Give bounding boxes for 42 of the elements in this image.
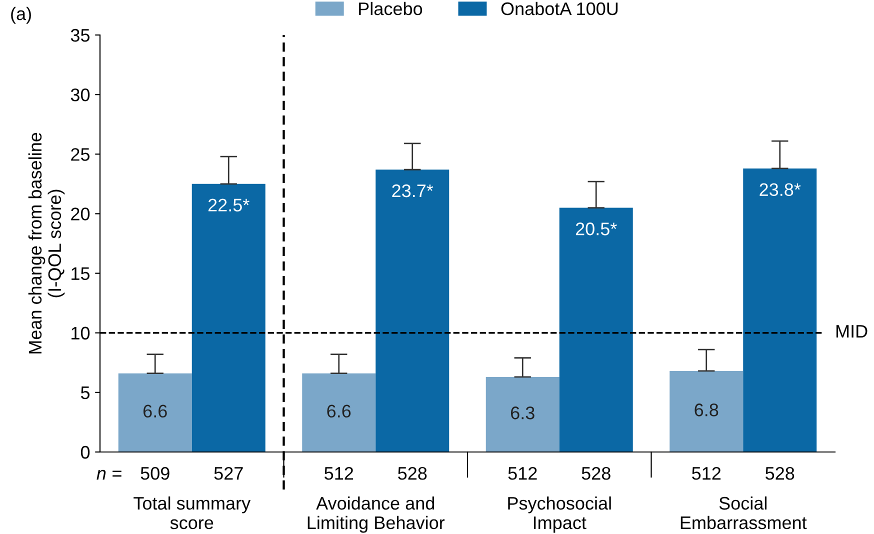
data-label: 23.8* (760, 183, 801, 196)
legend-label: Placebo (359, 2, 422, 16)
y-tick-label: 0 (80, 446, 90, 459)
data-label: 23.7* (392, 184, 434, 198)
bar (486, 376, 560, 452)
text: 528 (582, 466, 610, 480)
y-tick-label: 15 (72, 267, 90, 280)
bar (118, 373, 192, 452)
text: (a) (11, 6, 31, 24)
ref-line-label: MID (836, 325, 868, 338)
bar (192, 184, 266, 452)
y-tick-label: 30 (70, 88, 90, 102)
data-label: 6.3 (510, 406, 534, 420)
x-tick-label: Avoidance and Limiting Behavior (308, 496, 445, 533)
y-tick-label: 25 (71, 148, 90, 161)
text: 509 (140, 466, 170, 480)
bar (743, 168, 817, 452)
text: 512 (324, 466, 354, 480)
bar (559, 208, 633, 452)
y-tick-label: 10 (72, 326, 90, 340)
data-label: 6.6 (327, 404, 351, 418)
text: 528 (766, 466, 794, 480)
text: n = (96, 470, 122, 480)
bar (376, 170, 450, 452)
bar (302, 373, 376, 452)
x-tick-label: Total summary score (134, 496, 251, 530)
data-label: 20.5* (576, 222, 617, 236)
data-label: 6.6 (143, 404, 167, 418)
data-label: 6.8 (694, 404, 718, 416)
bar (670, 370, 744, 452)
legend-label: OnabotA 100U (501, 2, 618, 16)
text: 528 (398, 466, 427, 480)
data-label: 22.5* (208, 198, 250, 212)
y-tick-label: 20 (71, 208, 90, 220)
x-tick-label: Psychosocial Impact (508, 496, 611, 533)
y-tick-label: 35 (70, 28, 90, 42)
y-axis-title: Mean change from baseline (I-QOL score) (28, 132, 65, 354)
text: 512 (692, 466, 721, 480)
text: 527 (214, 466, 243, 480)
x-tick-label: Social Embarrassment (680, 496, 807, 530)
y-tick-label: 5 (80, 386, 90, 400)
text: 512 (508, 466, 537, 480)
